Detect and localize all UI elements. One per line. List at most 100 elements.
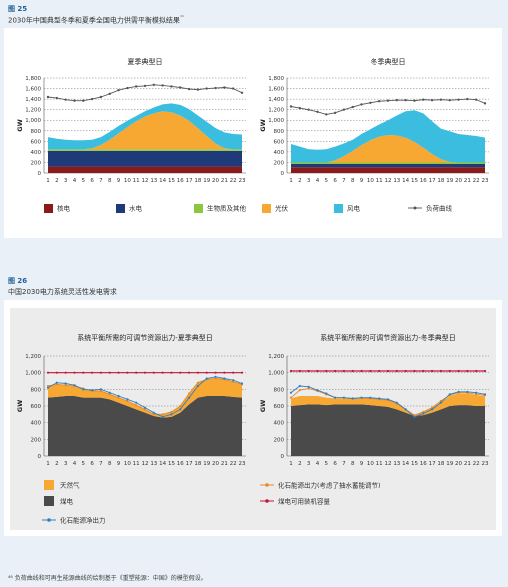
point-fossil_net [179, 408, 182, 411]
area-hydro [291, 164, 485, 168]
x-tick-label: 12 [142, 461, 149, 467]
point-fossil_net [152, 411, 155, 414]
load-point [196, 88, 200, 91]
point-coal_capacity [82, 371, 85, 374]
point-coal_capacity [342, 369, 346, 373]
point-coal_capacity [395, 369, 398, 373]
point-fossil_net [187, 396, 191, 399]
point-coal_capacity [64, 371, 67, 374]
legend-label: 光伏 [275, 204, 289, 213]
x-tick-label: 2 [298, 178, 302, 184]
point-coal_capacity [298, 369, 301, 373]
figure-25-panel: 夏季典型日 0 200 400 600 800 1,000 1,200 1,400 1,600 1,… [4, 28, 502, 238]
x-tick-label: 23 [239, 461, 246, 467]
point-fossil_pumped [161, 413, 164, 416]
x-tick-label: 18 [437, 178, 444, 184]
point-fossil_pumped [214, 377, 217, 380]
x-tick-label: 23 [239, 178, 246, 184]
x-tick-label: 2 [55, 178, 59, 184]
load-point [223, 86, 226, 89]
point-coal_capacity [483, 369, 487, 373]
point-fossil_net [55, 381, 58, 384]
point-fossil_net [73, 384, 76, 387]
x-tick-label: 16 [177, 178, 184, 184]
y-tick-label: 800 [31, 129, 42, 135]
x-tick-label: 13 [150, 461, 157, 467]
footnote: ⁴⁶ 负荷曲线和可再生能源曲线的绘制基于《重塑能源：中国》的模型假设。 [8, 575, 207, 582]
legend-label: 化石能源净出力 [60, 516, 106, 525]
load-point [342, 108, 346, 111]
load-point [214, 86, 217, 90]
legend-label: 化石能源出力(考虑了抽水蓄能调节) [278, 481, 381, 490]
point-fossil_net [46, 386, 50, 389]
chart-title: 夏季典型日 [128, 57, 163, 66]
x-tick-label: 17 [186, 461, 193, 467]
legend-swatch-fossil_net-dot [47, 518, 51, 522]
point-coal_capacity [466, 369, 469, 373]
x-tick-label: 15 [168, 178, 175, 184]
x-tick-label: 11 [376, 178, 383, 184]
point-coal_capacity [126, 371, 129, 374]
load-point [466, 97, 469, 101]
x-tick-label: 4 [316, 178, 320, 184]
load-point [170, 85, 173, 88]
x-tick-label: 13 [393, 461, 400, 467]
load-point [187, 87, 191, 91]
y-tick-label: 1,200 [268, 354, 284, 360]
y-tick-label: 1,000 [25, 118, 41, 124]
legend-swatch-wind [334, 204, 343, 213]
point-fossil_net [90, 389, 94, 392]
figure-25-svg: 夏季典型日02004006008001,0001,2001,4001,6001,… [16, 57, 489, 213]
load-point [46, 95, 50, 99]
load-point [126, 86, 129, 90]
point-fossil_pumped [430, 406, 434, 409]
point-coal_capacity [439, 369, 443, 373]
load-point [134, 85, 138, 88]
area-nuclear [48, 166, 242, 173]
point-fossil_net [64, 382, 67, 385]
point-fossil_net [135, 401, 138, 404]
point-fossil_pumped [179, 404, 182, 408]
point-coal_capacity [386, 369, 390, 373]
figure-26-panel: 系统平衡所需的可调节资源出力-夏季典型日 0 200 400 600 800 1,000 1,… [4, 300, 502, 536]
x-tick-label: 21 [464, 461, 471, 467]
legend-swatch-fossil_pumped-dot [265, 483, 269, 487]
point-fossil_net [161, 415, 164, 418]
point-fossil_pumped [64, 384, 67, 387]
x-tick-label: 9 [117, 178, 121, 184]
point-fossil_net [351, 397, 354, 400]
x-tick-label: 13 [393, 178, 400, 184]
legend-label: 水电 [129, 204, 143, 213]
point-fossil_pumped [298, 389, 301, 392]
point-coal_capacity [143, 371, 147, 374]
legend-swatch-load-dot [413, 206, 417, 210]
legend-label: 风电 [347, 204, 361, 213]
x-tick-label: 21 [464, 178, 471, 184]
figure-26-label: 图 26 [8, 277, 28, 285]
area-solar [291, 135, 485, 163]
load-point [240, 91, 244, 94]
x-tick-label: 19 [203, 178, 210, 184]
legend-swatch-coal_capacity-dot [265, 499, 269, 503]
y-tick-label: 600 [31, 404, 42, 410]
x-tick-label: 21 [221, 461, 228, 467]
x-tick-label: 8 [108, 178, 112, 184]
point-fossil_net [483, 393, 487, 396]
y-tick-label: 1,000 [268, 118, 284, 124]
point-fossil_net [232, 379, 235, 382]
legend-swatch-nuclear [44, 204, 53, 213]
point-fossil_net [82, 388, 85, 391]
point-coal_capacity [117, 371, 120, 374]
point-fossil_net [448, 393, 451, 396]
x-tick-label: 23 [482, 178, 489, 184]
x-tick-label: 5 [325, 461, 329, 467]
point-coal_capacity [413, 369, 416, 373]
point-fossil_net [205, 377, 208, 380]
x-tick-label: 22 [230, 461, 237, 467]
point-coal_capacity [214, 371, 217, 374]
point-fossil_net [342, 396, 346, 399]
point-coal_capacity [422, 369, 425, 373]
x-tick-label: 3 [307, 461, 311, 467]
x-tick-label: 1 [289, 461, 293, 467]
y-tick-label: 800 [274, 387, 285, 393]
